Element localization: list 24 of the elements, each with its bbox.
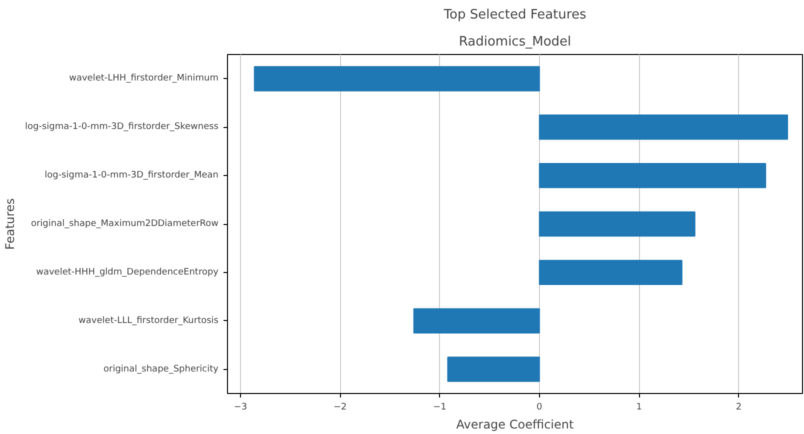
chart-title: Top Selected Features xyxy=(442,8,586,22)
bar xyxy=(447,356,540,382)
y-tick-label: original_shape_Sphericity xyxy=(104,364,220,374)
bar xyxy=(538,114,788,140)
y-tick-label: log-sigma-1-0-mm-3D_firstorder_Mean xyxy=(44,170,219,181)
bar xyxy=(538,211,696,237)
y-tick-label: wavelet-HHH_gldm_DependenceEntropy xyxy=(36,267,220,278)
x-tick-label: −1 xyxy=(433,402,446,412)
x-tick-label: 0 xyxy=(536,402,543,412)
x-axis-title: Average Coefficient xyxy=(456,418,574,432)
y-tick-label: original_shape_Maximum2DDiameterRow xyxy=(30,219,219,229)
bar xyxy=(538,260,682,286)
y-tick-label: log-sigma-1-0-mm-3D_firstorder_Skewness xyxy=(25,122,219,132)
x-tick-label: −3 xyxy=(234,402,248,412)
x-tick-label: −2 xyxy=(333,402,347,412)
bar xyxy=(413,308,540,334)
y-axis-title: Features xyxy=(3,198,18,250)
bar xyxy=(538,162,766,188)
chart-subtitle: Radiomics_Model xyxy=(458,34,572,50)
y-tick-label: wavelet-LLL_firstorder_Kurtosis xyxy=(78,316,219,326)
x-tick-label: 1 xyxy=(636,402,642,412)
y-tick-label: wavelet-LHH_firstorder_Minimum xyxy=(69,74,219,84)
x-tick-label: 2 xyxy=(736,402,742,412)
bar xyxy=(254,66,540,92)
